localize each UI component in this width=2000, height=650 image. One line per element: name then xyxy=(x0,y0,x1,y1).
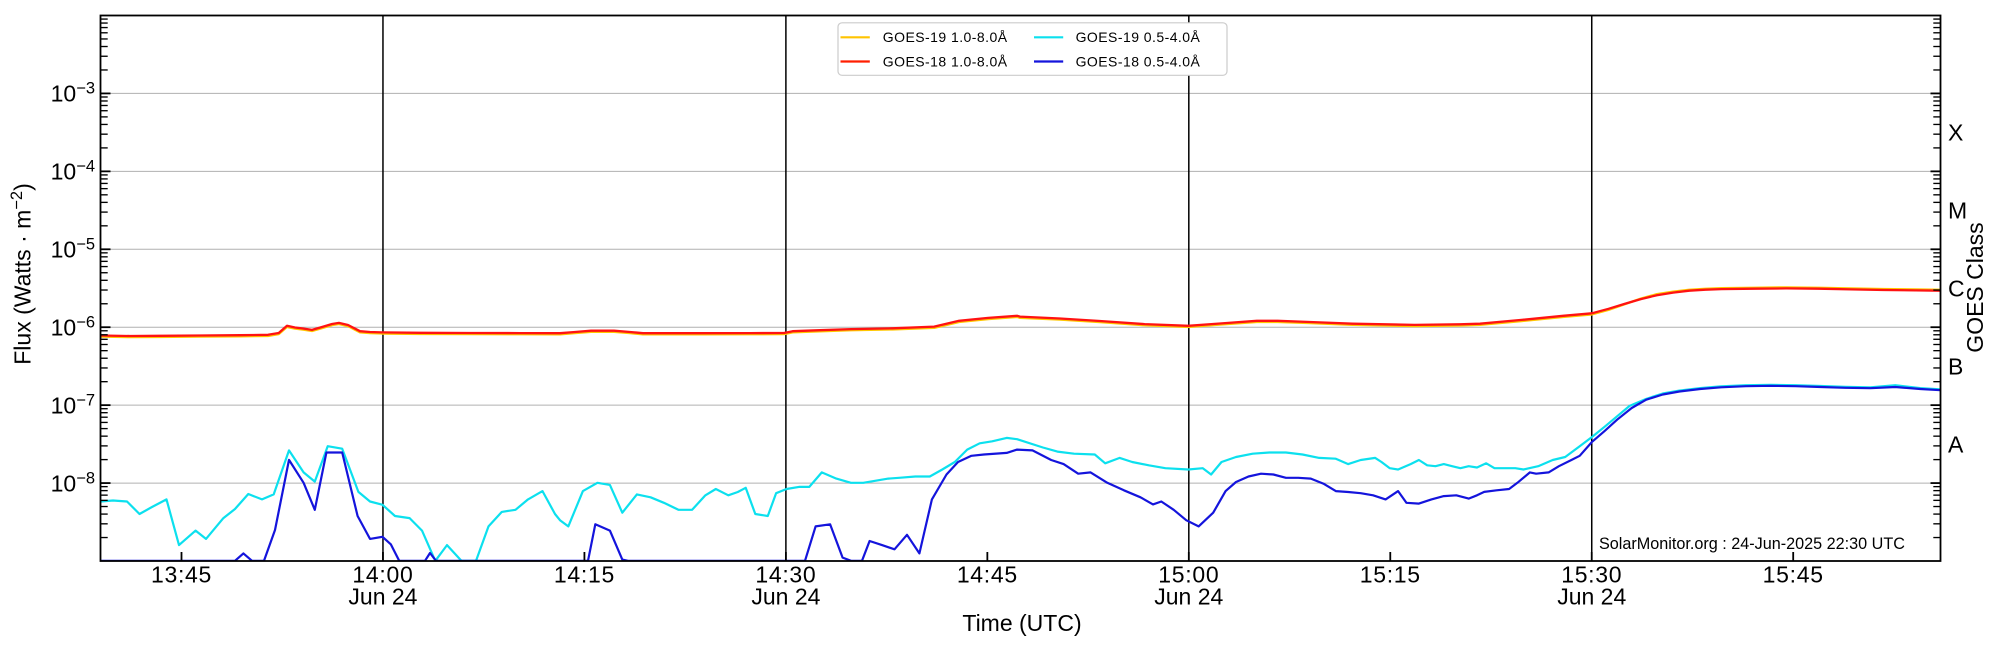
svg-text:13:45: 13:45 xyxy=(151,562,212,588)
svg-text:10−7: 10−7 xyxy=(51,391,95,418)
svg-text:A: A xyxy=(1948,431,1964,457)
svg-text:GOES Class: GOES Class xyxy=(1962,222,1988,352)
svg-text:15:45: 15:45 xyxy=(1763,562,1824,588)
svg-text:14:15: 14:15 xyxy=(554,562,615,588)
svg-text:14:00: 14:00 xyxy=(352,562,413,588)
svg-text:14:30: 14:30 xyxy=(755,562,816,588)
svg-text:C: C xyxy=(1948,275,1965,301)
svg-text:M: M xyxy=(1948,198,1967,224)
svg-text:GOES-18 0.5-4.0Å: GOES-18 0.5-4.0Å xyxy=(1076,53,1201,69)
svg-text:14:45: 14:45 xyxy=(957,562,1018,588)
svg-text:Jun 24: Jun 24 xyxy=(348,583,417,609)
svg-text:10−5: 10−5 xyxy=(51,235,95,262)
svg-text:GOES-19 1.0-8.0Å: GOES-19 1.0-8.0Å xyxy=(883,29,1008,45)
svg-text:15:15: 15:15 xyxy=(1360,562,1421,588)
svg-text:Time (UTC): Time (UTC) xyxy=(962,610,1081,636)
svg-text:Jun 24: Jun 24 xyxy=(1154,583,1223,609)
svg-text:B: B xyxy=(1948,353,1963,379)
svg-text:Jun 24: Jun 24 xyxy=(751,583,820,609)
svg-text:X: X xyxy=(1948,120,1963,146)
svg-text:15:00: 15:00 xyxy=(1158,562,1219,588)
svg-text:Flux (Watts · m−2): Flux (Watts · m−2) xyxy=(8,183,36,365)
svg-text:SolarMonitor.org : 24-Jun-2025: SolarMonitor.org : 24-Jun-2025 22:30 UTC xyxy=(1599,535,1905,553)
svg-text:GOES-19 0.5-4.0Å: GOES-19 0.5-4.0Å xyxy=(1076,29,1201,45)
svg-text:GOES-18 1.0-8.0Å: GOES-18 1.0-8.0Å xyxy=(883,53,1008,69)
svg-text:Jun 24: Jun 24 xyxy=(1557,583,1626,609)
svg-text:15:30: 15:30 xyxy=(1561,562,1622,588)
